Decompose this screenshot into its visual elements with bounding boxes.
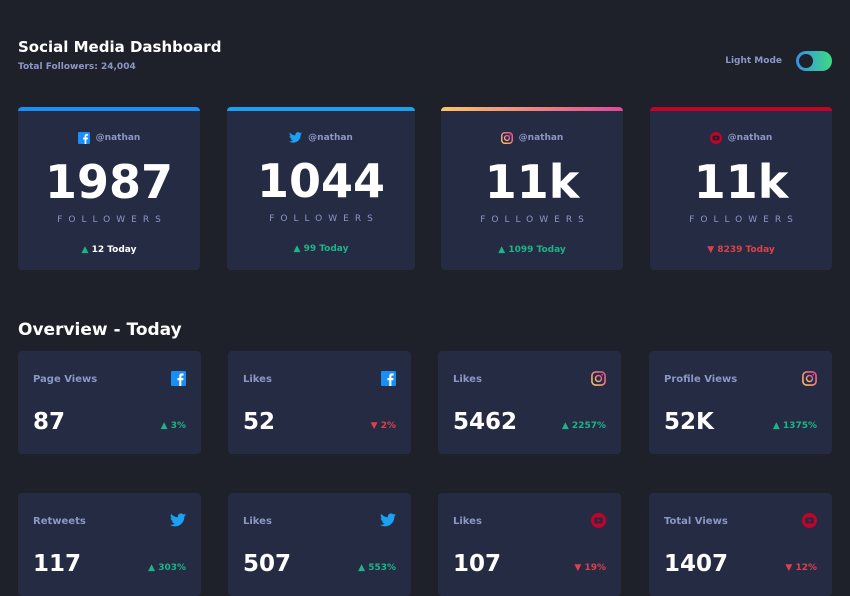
followers-unit: FOLLOWERS — [269, 214, 379, 224]
account-handle: @nathan — [18, 132, 200, 144]
today-change: ▲ 99 Today — [293, 244, 349, 254]
facebook-followers-card[interactable]: @nathan 1987 FOLLOWERS ▲ 12 Today — [18, 107, 200, 270]
total-followers: Total Followers: 24,004 — [18, 62, 136, 72]
metric-label: Page Views — [33, 374, 98, 385]
account-handle: @nathan — [441, 132, 623, 144]
light-mode-label: Light Mode — [725, 56, 782, 66]
metric-label: Likes — [453, 516, 482, 527]
facebook-icon — [77, 132, 90, 144]
instagram-icon — [591, 371, 606, 386]
up-arrow-icon: ▲ — [160, 421, 168, 431]
account-handle: @nathan — [227, 132, 415, 143]
follower-count: 11k — [693, 155, 789, 209]
instagram-accent-bar — [441, 107, 623, 111]
metric-label: Total Views — [664, 516, 728, 527]
down-arrow-icon: ▼ — [707, 245, 715, 255]
metric-label: Likes — [453, 374, 482, 385]
youtube-icon — [591, 513, 606, 528]
metric-value: 507 — [243, 551, 292, 577]
metric-label: Likes — [243, 516, 272, 527]
up-arrow-icon: ▲ — [772, 421, 780, 431]
overview-card-instagram-profile-views[interactable]: Profile Views 52K ▲ 1375% — [649, 351, 832, 454]
up-arrow-icon: ▲ — [81, 245, 89, 255]
twitter-accent-bar — [227, 107, 415, 111]
followers-unit: FOLLOWERS — [57, 215, 167, 225]
followers-unit: FOLLOWERS — [689, 215, 799, 225]
metric-value: 117 — [33, 551, 82, 577]
twitter-followers-card[interactable]: @nathan 1044 FOLLOWERS ▲ 99 Today — [227, 107, 415, 270]
up-arrow-icon: ▲ — [358, 563, 366, 573]
handle-text: @nathan — [518, 133, 564, 143]
today-change: ▼ 8239 Today — [707, 245, 775, 255]
metric-change: ▼ 12% — [785, 563, 817, 573]
facebook-icon — [381, 371, 396, 386]
instagram-followers-card[interactable]: @nathan 11k FOLLOWERS ▲ 1099 Today — [441, 107, 623, 270]
overview-card-twitter-likes[interactable]: Likes 507 ▲ 553% — [228, 493, 411, 596]
down-arrow-icon: ▼ — [574, 563, 582, 573]
metric-label: Likes — [243, 374, 272, 385]
metric-change: ▲ 2257% — [561, 421, 606, 431]
facebook-accent-bar — [18, 107, 200, 111]
metric-change: ▲ 553% — [358, 563, 396, 573]
metric-change: ▲ 303% — [148, 563, 186, 573]
dashboard-header: Social Media Dashboard Total Followers: … — [18, 38, 221, 72]
account-handle: @nathan — [650, 132, 832, 144]
page-title: Social Media Dashboard — [18, 38, 222, 56]
youtube-icon — [709, 132, 722, 144]
down-arrow-icon: ▼ — [370, 421, 378, 431]
light-mode-toggle[interactable] — [796, 51, 832, 71]
overview-card-twitter-retweets[interactable]: Retweets 117 ▲ 303% — [18, 493, 201, 596]
metric-value: 87 — [33, 409, 66, 435]
handle-text: @nathan — [727, 133, 773, 143]
follower-count: 11k — [484, 155, 580, 209]
facebook-icon — [171, 371, 186, 386]
mode-toggle-group: Light Mode — [725, 51, 832, 71]
metric-change: ▲ 1375% — [772, 421, 817, 431]
metric-label: Retweets — [33, 516, 86, 527]
overview-card-youtube-total-views[interactable]: Total Views 1407 ▼ 12% — [649, 493, 832, 596]
overview-card-instagram-likes[interactable]: Likes 5462 ▲ 2257% — [438, 351, 621, 454]
metric-change: ▲ 3% — [160, 421, 186, 431]
toggle-knob — [799, 54, 813, 68]
metric-value: 1407 — [664, 551, 729, 577]
down-arrow-icon: ▼ — [785, 563, 793, 573]
overview-card-facebook-page-views[interactable]: Page Views 87 ▲ 3% — [18, 351, 201, 454]
handle-text: @nathan — [308, 132, 353, 143]
metric-value: 52 — [243, 409, 276, 435]
metric-value: 52K — [664, 409, 714, 435]
overview-card-youtube-likes[interactable]: Likes 107 ▼ 19% — [438, 493, 621, 596]
up-arrow-icon: ▲ — [498, 245, 506, 255]
today-change: ▲ 12 Today — [81, 245, 137, 255]
overview-title: Overview - Today — [18, 320, 182, 340]
youtube-icon — [802, 513, 817, 528]
up-arrow-icon: ▲ — [561, 421, 569, 431]
metric-change: ▼ 19% — [574, 563, 606, 573]
metric-value: 5462 — [453, 409, 518, 435]
follower-count: 1044 — [256, 154, 386, 208]
handle-text: @nathan — [95, 133, 141, 143]
instagram-icon — [802, 371, 817, 386]
youtube-accent-bar — [650, 107, 832, 111]
followers-unit: FOLLOWERS — [480, 215, 590, 225]
twitter-icon — [170, 513, 186, 527]
metric-label: Profile Views — [664, 374, 738, 385]
today-change: ▲ 1099 Today — [498, 245, 566, 255]
instagram-icon — [500, 132, 513, 144]
metric-change: ▼ 2% — [370, 421, 396, 431]
twitter-icon — [289, 132, 303, 143]
overview-card-facebook-likes[interactable]: Likes 52 ▼ 2% — [228, 351, 411, 454]
metric-value: 107 — [453, 551, 502, 577]
follower-count: 1987 — [44, 155, 174, 209]
twitter-icon — [380, 513, 396, 527]
youtube-followers-card[interactable]: @nathan 11k FOLLOWERS ▼ 8239 Today — [650, 107, 832, 270]
up-arrow-icon: ▲ — [148, 563, 156, 573]
up-arrow-icon: ▲ — [293, 244, 301, 254]
